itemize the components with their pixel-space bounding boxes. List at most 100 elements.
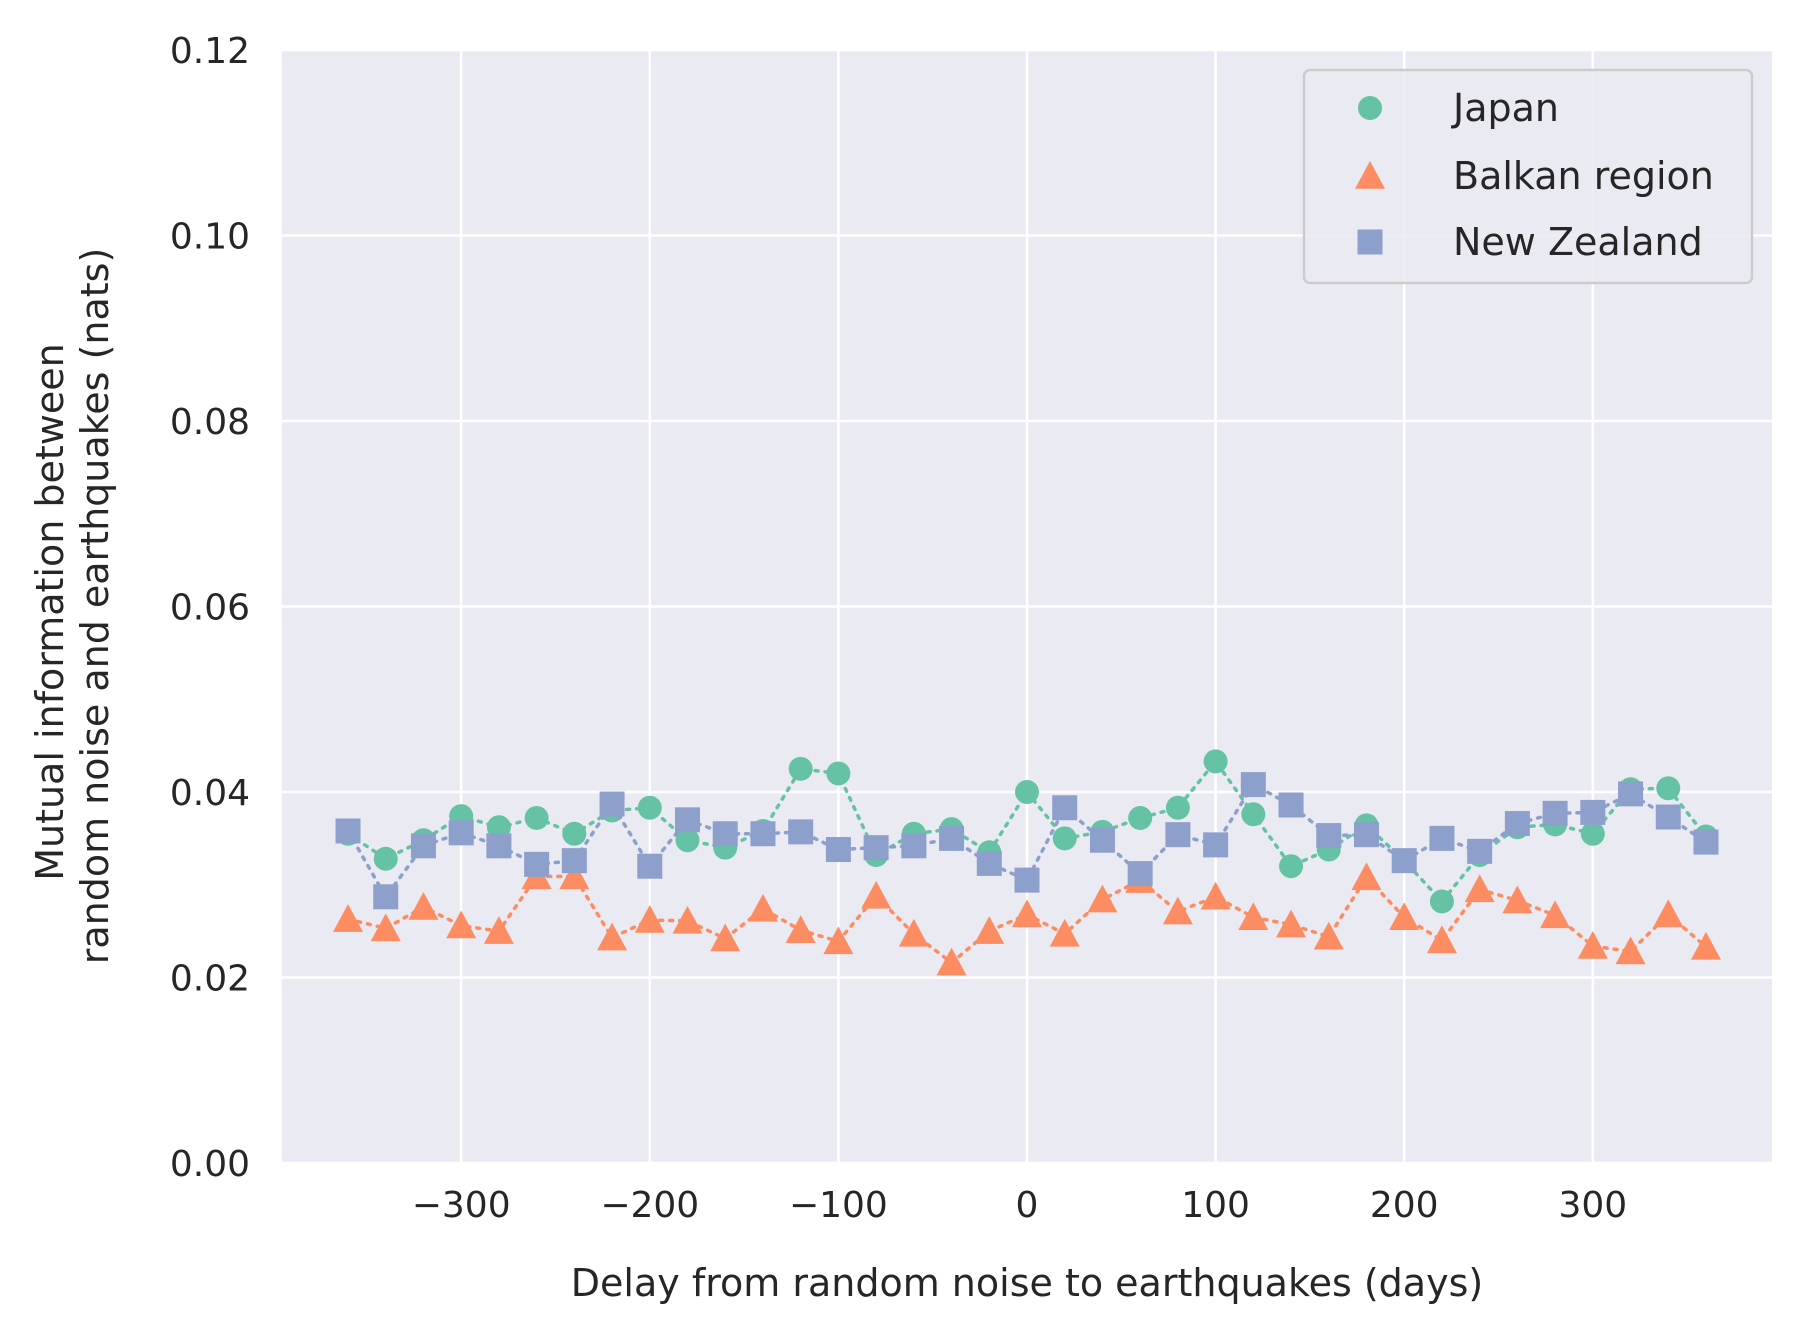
data-point-new-zealand: [410, 833, 436, 859]
legend-label-japan: Japan: [1451, 86, 1559, 130]
data-point-new-zealand: [1504, 811, 1530, 837]
x-tick-label: −300: [412, 1185, 511, 1226]
legend-item-japan: Japan: [1358, 86, 1559, 130]
legend-item-balkan-region: Balkan region: [1355, 154, 1714, 198]
data-point-new-zealand: [976, 850, 1002, 876]
y-axis-label-line-1: Mutual information between: [28, 343, 72, 881]
data-point-balkan-region: [1087, 884, 1118, 913]
data-point-balkan-region: [1615, 936, 1646, 965]
data-point-balkan-region: [1502, 885, 1533, 914]
data-point-new-zealand: [1467, 838, 1493, 864]
data-point-new-zealand: [1580, 799, 1606, 825]
y-axis-label: Mutual information between random noise …: [28, 248, 117, 965]
data-point-japan: [637, 795, 662, 820]
data-point-new-zealand: [1353, 822, 1379, 848]
data-point-japan: [1656, 776, 1681, 801]
data-point-balkan-region: [936, 947, 967, 976]
data-point-balkan-region: [483, 916, 514, 944]
data-point-balkan-region: [672, 905, 703, 934]
data-point-new-zealand: [1127, 861, 1153, 887]
data-point-new-zealand: [1655, 804, 1681, 830]
data-point-new-zealand: [637, 853, 663, 879]
legend-box: [1302, 68, 1754, 285]
data-point-balkan-region: [1540, 900, 1571, 929]
data-point-balkan-region: [408, 892, 439, 920]
data-point-japan: [826, 761, 851, 786]
data-point-japan: [675, 828, 700, 853]
legend-item-new-zealand: New Zealand: [1357, 220, 1703, 264]
data-point-new-zealand: [1165, 822, 1191, 848]
data-point-new-zealand: [335, 818, 361, 844]
y-tick-label: 0.04: [170, 773, 250, 814]
data-point-new-zealand: [1429, 825, 1455, 851]
x-tick-label: 200: [1370, 1185, 1439, 1226]
legend-marker-new-zealand: [1357, 229, 1383, 255]
legend-marker-japan: [1358, 96, 1382, 120]
data-point-balkan-region: [1162, 896, 1193, 925]
data-point-balkan-region: [1049, 918, 1080, 947]
x-tick-label: 0: [1016, 1185, 1039, 1226]
data-point-new-zealand: [524, 851, 550, 877]
data-point-new-zealand: [599, 791, 625, 817]
legend-label-balkan-region: Balkan region: [1453, 154, 1714, 198]
data-point-japan: [486, 815, 511, 840]
x-tick-label: −100: [789, 1185, 888, 1226]
y-tick-label: 0.02: [170, 959, 250, 1000]
tick-labels: −300 −200 −100 0 100 200 300 0.00 0.02 0.04 0.06 0.…: [170, 31, 1627, 1226]
data-point-japan: [1015, 780, 1039, 804]
data-point-new-zealand: [675, 807, 701, 833]
data-point-balkan-region: [1012, 899, 1042, 928]
data-point-new-zealand: [1278, 792, 1304, 818]
data-point-japan: [373, 846, 398, 871]
data-point-japan: [1279, 854, 1304, 879]
data-point-new-zealand: [1203, 832, 1229, 858]
data-point-balkan-region: [1276, 909, 1307, 938]
data-point-japan: [1580, 821, 1605, 846]
data-point-new-zealand: [1391, 848, 1417, 874]
series-layer: [333, 749, 1721, 976]
data-point-new-zealand: [1316, 823, 1342, 849]
data-point-balkan-region: [634, 904, 665, 933]
data-point-balkan-region: [1464, 874, 1495, 903]
data-point-new-zealand: [1542, 800, 1568, 826]
data-point-japan: [562, 821, 587, 846]
x-tick-label: −200: [600, 1185, 699, 1226]
data-point-new-zealand: [901, 833, 927, 859]
data-point-new-zealand: [712, 821, 738, 847]
data-point-new-zealand: [750, 821, 776, 847]
data-point-new-zealand: [448, 820, 474, 846]
data-point-balkan-region: [370, 913, 401, 942]
data-point-balkan-region: [1351, 862, 1382, 891]
data-point-japan: [1241, 802, 1266, 827]
data-point-balkan-region: [785, 915, 816, 943]
y-axis-label-line-2: random noise and earthquakes (nats): [73, 248, 117, 965]
data-point-new-zealand: [863, 835, 889, 861]
data-point-balkan-region: [898, 918, 929, 947]
legend: Japan Balkan region New Zealand: [1302, 68, 1754, 285]
data-point-balkan-region: [1389, 902, 1420, 930]
data-point-new-zealand: [373, 884, 399, 910]
data-point-balkan-region: [861, 880, 892, 909]
x-tick-label: 100: [1181, 1185, 1250, 1226]
series-new-zealand: [335, 772, 1719, 910]
data-point-new-zealand: [788, 819, 814, 845]
data-point-new-zealand: [561, 848, 587, 874]
y-tick-label: 0.08: [170, 402, 250, 443]
y-tick-label: 0.00: [170, 1144, 250, 1185]
data-point-new-zealand: [939, 825, 965, 851]
data-point-new-zealand: [1052, 795, 1078, 821]
data-point-balkan-region: [710, 923, 741, 952]
data-point-balkan-region: [1426, 925, 1457, 954]
legend-label-new-zealand: New Zealand: [1453, 220, 1703, 264]
data-point-balkan-region: [559, 861, 590, 890]
data-point-japan: [1165, 795, 1190, 820]
data-point-new-zealand: [1240, 772, 1266, 798]
data-point-new-zealand: [1089, 827, 1115, 853]
y-tick-label: 0.12: [170, 31, 250, 72]
data-point-balkan-region: [1200, 881, 1231, 910]
y-tick-label: 0.06: [170, 588, 250, 629]
x-tick-label: 300: [1558, 1185, 1627, 1226]
x-axis-label: Delay from random noise to earthquakes (…: [571, 1261, 1483, 1305]
data-point-balkan-region: [747, 893, 778, 922]
data-point-balkan-region: [597, 922, 628, 951]
